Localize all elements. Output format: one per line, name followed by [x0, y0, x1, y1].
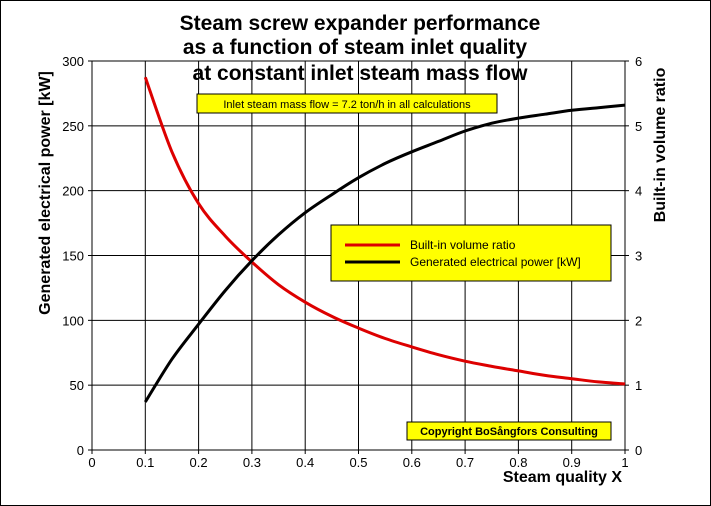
x-axis-title: Steam quality X — [503, 469, 622, 486]
mass-flow-note-box — [196, 93, 498, 114]
series-lines — [143, 76, 626, 403]
x-tick-label: 0 — [88, 455, 95, 470]
y-left-tick-label: 50 — [70, 378, 84, 393]
y-left-tick-label: 100 — [62, 313, 84, 328]
chart-title-line-2: as a function of steam inlet quality — [183, 36, 528, 59]
y-left-axis-title: Generated electrical power [kW] — [37, 71, 54, 315]
plot-area-border — [91, 60, 626, 451]
y-left-tick-label: 250 — [62, 119, 84, 134]
y-right-tick-label: 1 — [635, 378, 642, 393]
x-tick-label: 0.8 — [509, 455, 527, 470]
x-tick-label: 0.3 — [243, 455, 261, 470]
legend-label-volume-ratio: Built-in volume ratio — [410, 238, 516, 252]
x-tick-label: 0.7 — [456, 455, 474, 470]
x-tick-label: 0.9 — [563, 455, 581, 470]
y-right-tick-labels: 0 1 2 3 4 5 6 — [635, 54, 642, 458]
chart-title-line-1: Steam screw expander performance — [180, 12, 541, 35]
y-right-tick-label: 5 — [635, 119, 642, 134]
series-line-power — [144, 103, 626, 403]
copyright-note: Copyright BoSångfors Consulting — [420, 426, 598, 438]
y-left-tick-label: 0 — [77, 443, 84, 458]
y-left-tick-label: 150 — [62, 249, 84, 264]
y-left-tick-labels: 0 50 100 150 200 250 300 — [62, 54, 84, 458]
legend-label-power: Generated electrical power [kW] — [410, 255, 581, 269]
legend-box — [330, 224, 612, 282]
y-right-tick-label: 6 — [635, 54, 642, 69]
legend: Built-in volume ratio Generated electric… — [330, 224, 612, 282]
x-tick-label: 0.6 — [403, 455, 421, 470]
y-right-tick-label: 4 — [635, 184, 642, 199]
chart-title-line-3: at constant inlet steam mass flow — [193, 62, 529, 85]
y-left-tick-label: 200 — [62, 184, 84, 199]
y-right-tick-label: 2 — [635, 313, 642, 328]
x-tick-label: 1 — [621, 455, 628, 470]
x-tick-labels: 0 0.1 0.2 0.3 0.4 0.5 0.6 0.7 0.8 0.9 1 — [88, 455, 628, 470]
x-tick-label: 0.5 — [349, 455, 367, 470]
x-tick-label: 0.2 — [190, 455, 208, 470]
y-right-axis-title: Built-in volume ratio — [652, 67, 669, 222]
x-tick-label: 0.4 — [296, 455, 314, 470]
y-left-tick-label: 300 — [62, 54, 84, 69]
mass-flow-note: Inlet steam mass flow = 7.2 ton/h in all… — [223, 99, 471, 111]
y-right-tick-label: 3 — [635, 249, 642, 264]
y-right-tick-label: 0 — [635, 443, 642, 458]
x-tick-label: 0.1 — [136, 455, 154, 470]
series-line-volume-ratio — [143, 76, 626, 386]
copyright-box — [406, 421, 612, 441]
